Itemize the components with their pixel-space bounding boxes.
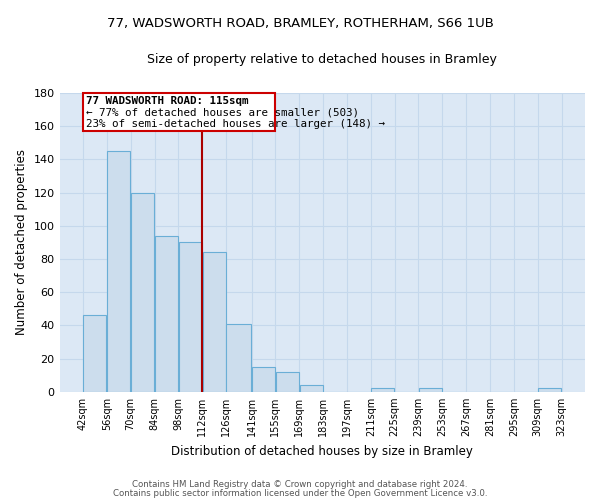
Title: Size of property relative to detached houses in Bramley: Size of property relative to detached ho… <box>148 52 497 66</box>
X-axis label: Distribution of detached houses by size in Bramley: Distribution of detached houses by size … <box>172 444 473 458</box>
Bar <box>371 388 394 392</box>
Bar <box>131 192 154 392</box>
Bar <box>203 252 226 392</box>
Bar <box>300 385 323 392</box>
Bar <box>179 242 202 392</box>
Bar <box>83 316 106 392</box>
Text: ← 77% of detached houses are smaller (503): ← 77% of detached houses are smaller (50… <box>86 107 359 117</box>
Bar <box>276 372 299 392</box>
Bar <box>226 324 251 392</box>
Text: Contains public sector information licensed under the Open Government Licence v3: Contains public sector information licen… <box>113 489 487 498</box>
Bar <box>252 367 275 392</box>
Bar <box>107 151 130 392</box>
Text: 23% of semi-detached houses are larger (148) →: 23% of semi-detached houses are larger (… <box>86 119 385 129</box>
Y-axis label: Number of detached properties: Number of detached properties <box>15 150 28 336</box>
Text: Contains HM Land Registry data © Crown copyright and database right 2024.: Contains HM Land Registry data © Crown c… <box>132 480 468 489</box>
FancyBboxPatch shape <box>83 93 275 131</box>
Bar <box>538 388 561 392</box>
Bar <box>155 236 178 392</box>
Text: 77, WADSWORTH ROAD, BRAMLEY, ROTHERHAM, S66 1UB: 77, WADSWORTH ROAD, BRAMLEY, ROTHERHAM, … <box>107 18 493 30</box>
Text: 77 WADSWORTH ROAD: 115sqm: 77 WADSWORTH ROAD: 115sqm <box>86 96 249 106</box>
Bar <box>419 388 442 392</box>
